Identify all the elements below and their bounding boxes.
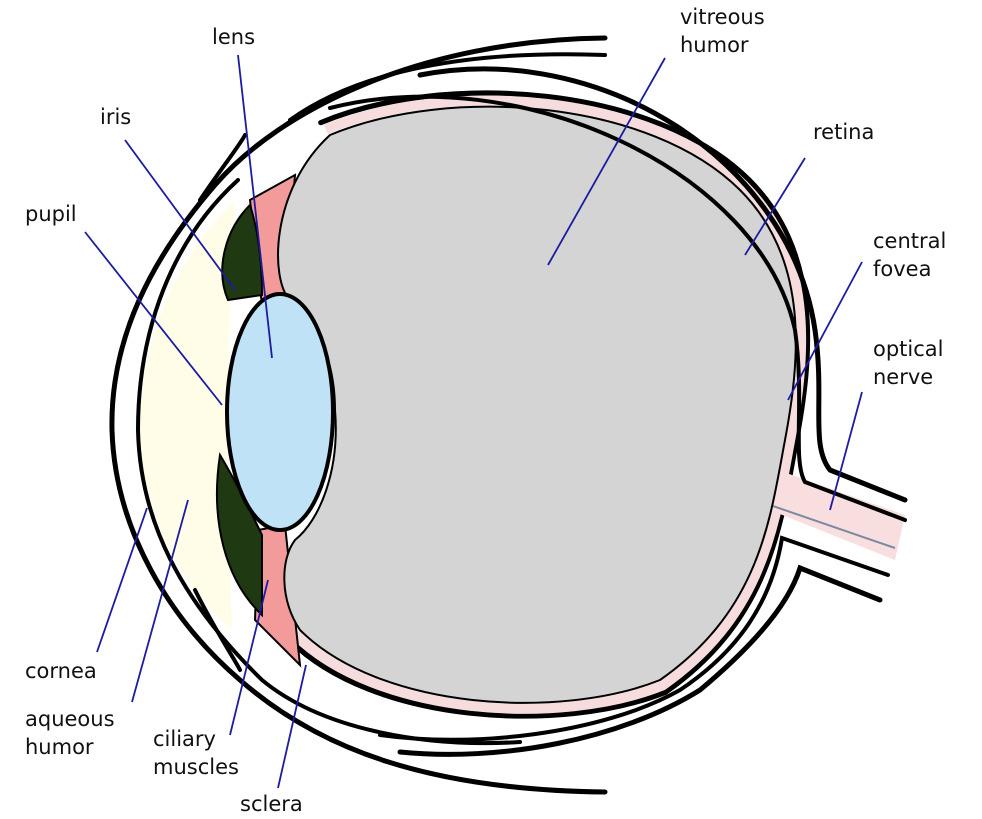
label: humor <box>25 735 94 759</box>
label: iris <box>100 105 131 129</box>
label: aqueous <box>25 707 115 731</box>
label: nerve <box>873 365 933 389</box>
lens <box>227 294 333 530</box>
label: lens <box>212 25 255 49</box>
label: sclera <box>240 792 303 816</box>
label: muscles <box>153 755 239 779</box>
leader-line <box>125 140 235 290</box>
vitreous-body <box>278 107 796 703</box>
label: optical <box>873 337 944 361</box>
leader-line <box>230 580 268 735</box>
eye-diagram: lens iris pupil vitreous humor retina central f… <box>0 0 982 819</box>
aqueous-region <box>140 200 235 630</box>
label: fovea <box>873 257 931 281</box>
leader-line <box>830 392 862 510</box>
label: central <box>873 229 946 253</box>
label: humor <box>680 33 749 57</box>
label: pupil <box>25 202 77 226</box>
leader-line <box>97 508 147 652</box>
label: retina <box>813 120 874 144</box>
label: cornea <box>25 659 97 683</box>
label: vitreous <box>680 5 765 29</box>
label: ciliary <box>153 727 216 751</box>
leader-line <box>132 500 188 702</box>
